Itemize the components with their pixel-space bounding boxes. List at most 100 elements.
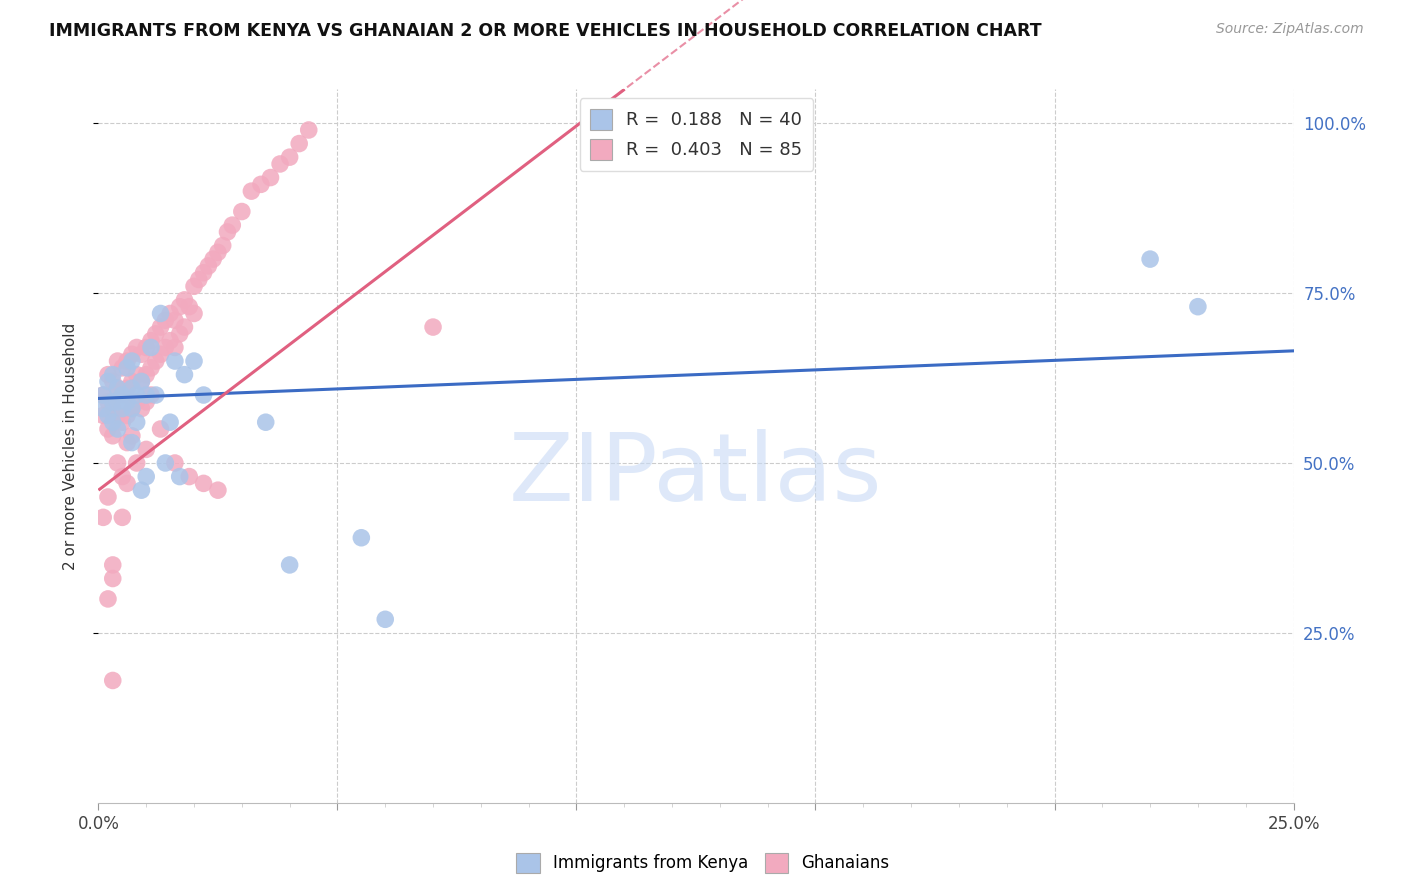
Point: [1187, 300, 1209, 314]
Point: [125, 341, 148, 355]
Point: [101, 673, 124, 688]
Point: [193, 388, 215, 402]
Point: [111, 401, 134, 416]
Point: [231, 204, 253, 219]
Point: [149, 320, 172, 334]
Point: [111, 360, 134, 375]
Point: [101, 375, 124, 389]
Point: [101, 415, 124, 429]
Point: [97, 375, 120, 389]
Point: [107, 394, 129, 409]
Point: [183, 279, 205, 293]
Point: [121, 381, 143, 395]
Point: [91, 388, 114, 402]
Y-axis label: 2 or more Vehicles in Household: 2 or more Vehicles in Household: [63, 322, 77, 570]
Point: [101, 429, 124, 443]
Point: [121, 401, 143, 416]
Point: [211, 238, 233, 252]
Point: [159, 334, 181, 348]
Point: [169, 326, 191, 341]
Point: [163, 341, 186, 355]
Point: [135, 442, 157, 457]
Point: [101, 558, 124, 572]
Point: [173, 293, 195, 307]
Point: [149, 306, 172, 320]
Point: [183, 306, 205, 320]
Point: [91, 409, 114, 423]
Point: [197, 259, 219, 273]
Point: [173, 368, 195, 382]
Point: [350, 531, 373, 545]
Point: [278, 150, 301, 164]
Point: [115, 476, 138, 491]
Point: [169, 300, 191, 314]
Legend: R =  0.188   N = 40, R =  0.403   N = 85: R = 0.188 N = 40, R = 0.403 N = 85: [579, 98, 814, 170]
Point: [97, 591, 120, 606]
Point: [115, 435, 138, 450]
Point: [107, 409, 129, 423]
Point: [179, 469, 201, 483]
Point: [131, 483, 153, 498]
Point: [121, 435, 143, 450]
Point: [91, 510, 114, 524]
Point: [207, 483, 229, 498]
Point: [187, 272, 209, 286]
Point: [288, 136, 311, 151]
Point: [207, 245, 229, 260]
Point: [193, 266, 215, 280]
Point: [111, 469, 134, 483]
Point: [97, 409, 120, 423]
Point: [183, 354, 205, 368]
Point: [125, 394, 148, 409]
Point: [115, 381, 138, 395]
Point: [169, 469, 191, 483]
Point: [115, 360, 138, 375]
Point: [149, 422, 172, 436]
Point: [121, 429, 143, 443]
Text: Source: ZipAtlas.com: Source: ZipAtlas.com: [1216, 22, 1364, 37]
Point: [422, 320, 444, 334]
Point: [179, 300, 201, 314]
Point: [107, 422, 129, 436]
Point: [139, 341, 162, 355]
Point: [111, 415, 134, 429]
Point: [1139, 252, 1161, 266]
Point: [121, 347, 143, 361]
Point: [107, 354, 129, 368]
Point: [125, 415, 148, 429]
Point: [139, 388, 162, 402]
Legend: Immigrants from Kenya, Ghanaians: Immigrants from Kenya, Ghanaians: [509, 847, 897, 880]
Point: [135, 368, 157, 382]
Point: [155, 313, 177, 327]
Point: [139, 334, 162, 348]
Point: [159, 415, 181, 429]
Point: [131, 375, 153, 389]
Point: [111, 510, 134, 524]
Point: [131, 401, 153, 416]
Point: [97, 422, 120, 436]
Point: [374, 612, 396, 626]
Point: [221, 218, 243, 232]
Point: [163, 313, 186, 327]
Point: [135, 469, 157, 483]
Point: [145, 354, 167, 368]
Point: [149, 347, 172, 361]
Point: [145, 326, 167, 341]
Point: [163, 354, 186, 368]
Point: [107, 381, 129, 395]
Text: IMMIGRANTS FROM KENYA VS GHANAIAN 2 OR MORE VEHICLES IN HOUSEHOLD CORRELATION CH: IMMIGRANTS FROM KENYA VS GHANAIAN 2 OR M…: [49, 22, 1042, 40]
Point: [155, 456, 177, 470]
Point: [131, 375, 153, 389]
Point: [111, 388, 134, 402]
Point: [101, 401, 124, 416]
Point: [139, 360, 162, 375]
Point: [135, 388, 157, 402]
Point: [240, 184, 263, 198]
Point: [125, 388, 148, 402]
Point: [254, 415, 277, 429]
Point: [250, 178, 273, 192]
Point: [97, 394, 120, 409]
Point: [159, 306, 181, 320]
Point: [131, 347, 153, 361]
Text: ZIPatlas: ZIPatlas: [509, 428, 883, 521]
